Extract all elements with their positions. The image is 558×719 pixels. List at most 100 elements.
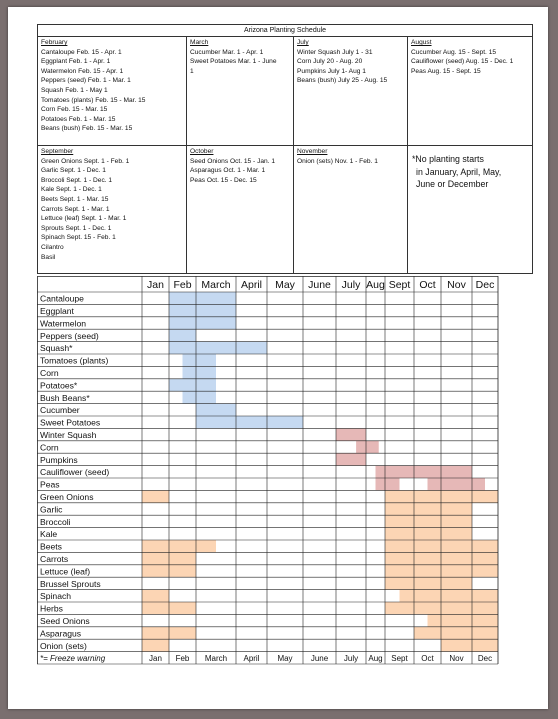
planting-entry: Sweet Potatoes Mar. 1 - June [190, 58, 277, 66]
planting-entry: Basil [41, 253, 56, 261]
planting-entry: Onion (sets) Nov. 1 - Feb. 1 [297, 157, 378, 165]
crop-label: Corn [40, 442, 59, 452]
month-footer: Jan [149, 654, 162, 663]
planting-window-bar [336, 453, 366, 466]
planting-entry: Kale Sept. 1 - Dec. 1 [41, 186, 102, 194]
planting-window-bar [169, 329, 196, 342]
planting-entry: 1 [190, 67, 194, 75]
month-heading: August [411, 39, 432, 46]
note-line: in January, April, May, [416, 166, 502, 177]
planting-entry: Beans (bush) Feb. 15 - Mar. 15 [41, 125, 133, 133]
crop-label: Pumpkins [40, 455, 78, 465]
planting-window-bar [142, 639, 169, 652]
planting-window-bar [196, 416, 303, 429]
planting-entry: Beans (bush) July 25 - Aug. 15 [297, 77, 388, 85]
planting-entry: Carrots Sept. 1 - Mar. 1 [41, 205, 110, 213]
month-header: June [308, 279, 331, 291]
planting-entry: Cauliflower (seed) Aug. 15 - Dec. 1 [411, 58, 514, 66]
crop-label: Lettuce (leaf) [40, 566, 90, 576]
planting-window-bar [427, 478, 485, 491]
crop-label: Peas [40, 480, 60, 490]
planting-entry: Broccoli Sept. 1 - Dec. 1 [41, 176, 113, 184]
crop-label: Beets [40, 542, 62, 552]
crop-label: Squash* [40, 343, 73, 353]
month-heading: February [41, 39, 68, 46]
planting-entry: Beets Sept. 1 - Mar. 15 [41, 195, 109, 203]
planting-entry: Spinach Sept. 15 - Feb. 1 [41, 234, 116, 242]
planting-entry: Seed Onions Oct. 15 - Jan. 1 [190, 157, 276, 165]
planting-window-bar [399, 589, 498, 602]
crop-label: Cauliflower (seed) [40, 467, 109, 477]
schedule-cell: July Winter Squash July 1 - 31 Corn July 2… [294, 37, 408, 145]
crop-label: Spinach [40, 591, 71, 601]
planting-window-bar [196, 403, 236, 416]
planting-entry: Peas Aug. 15 - Sept. 15 [411, 67, 481, 75]
planting-window-bar [142, 540, 216, 553]
crop-label: Kale [40, 529, 57, 539]
month-heading: July [297, 39, 309, 46]
month-footer: June [311, 654, 329, 663]
planting-entry: Tomatoes (plants) Feb. 15 - Mar. 15 [41, 96, 146, 104]
crop-label: Asparagus [40, 628, 81, 638]
planting-window-bar [182, 354, 216, 367]
planting-window-bar [182, 366, 216, 379]
planting-window-bar [414, 626, 498, 640]
page: Arizona Planting Schedule February Cantal… [8, 7, 548, 709]
planting-entry: Garlic Sept. 1 - Dec. 1 [41, 167, 106, 175]
crop-label: Seed Onions [40, 616, 90, 626]
month-footer: Sept [391, 654, 408, 663]
planting-entry: Pumpkins July 1- Aug 1 [297, 67, 366, 75]
planting-entry: Sprouts Sept. 1 - Dec. 1 [41, 224, 112, 232]
schedule-cell: *No planting starts in January, April, Ma… [408, 146, 532, 274]
crop-label: Eggplant [40, 306, 75, 316]
planting-entry: Corn July 20 - Aug. 20 [297, 58, 363, 66]
crop-label: Carrots [40, 554, 68, 564]
schedule-cell: October Seed Onions Oct. 15 - Jan. 1 Aspar… [187, 146, 294, 274]
planting-entry: Green Onions Sept. 1 - Feb. 1 [41, 157, 130, 165]
planting-window-bar [375, 465, 472, 478]
planting-entry: Potatoes Feb. 1 - Mar. 15 [41, 115, 116, 123]
planting-entry: Watermelon Feb. 15 - Apr. 1 [41, 67, 124, 75]
month-heading: March [190, 39, 209, 46]
planting-window-bar [385, 515, 472, 528]
planting-entry: Winter Squash July 1 - 31 [297, 48, 373, 56]
crop-label: Onion (sets) [40, 641, 87, 651]
planting-window-bar [356, 440, 379, 454]
planting-entry: Asparagus Oct. 1 - Mar. 1 [190, 167, 266, 175]
month-header: Dec [476, 279, 495, 291]
crop-label: Brussel Sprouts [40, 579, 101, 589]
crop-label: Cantaloupe [40, 294, 84, 304]
planting-window-bar [169, 292, 236, 305]
month-header: Nov [447, 279, 466, 291]
month-header: Oct [419, 279, 435, 291]
planting-window-bar [385, 602, 498, 615]
crop-label: Corn [40, 368, 59, 378]
note-line: June or December [416, 179, 489, 189]
planting-window-bar [182, 391, 216, 404]
schedule-row-1: February Cantaloupe Feb. 15 - Apr. 1 Eggpl… [38, 37, 532, 146]
planting-entry: Cantaloupe Feb. 15 - Apr. 1 [41, 48, 122, 56]
planting-window-bar [142, 589, 169, 602]
schedule-cell: March Cucumber Mar. 1 - Apr. 1 Sweet Potat… [187, 37, 294, 145]
schedule-cell: November Onion (sets) Nov. 1 - Feb. 1 [294, 146, 408, 274]
month-heading: September [41, 148, 74, 155]
crop-label: Winter Squash [40, 430, 97, 440]
planting-window-bar [385, 502, 472, 516]
crop-label: Sweet Potatoes [40, 418, 100, 428]
crop-label: Broccoli [40, 517, 71, 527]
planting-window-bar [375, 478, 400, 491]
planting-window-bar [385, 490, 498, 503]
month-footer: Aug [368, 654, 382, 663]
planting-entry: Cucumber Mar. 1 - Apr. 1 [190, 48, 264, 56]
crop-label: Tomatoes (plants) [40, 356, 108, 366]
crop-label: Bush Beans* [40, 393, 90, 403]
crop-label: Watermelon [40, 318, 86, 328]
schedule-cell: February Cantaloupe Feb. 15 - Apr. 1 Eggpl… [38, 37, 187, 145]
schedule-row-2: September Green Onions Sept. 1 - Feb. 1 Ga… [38, 146, 532, 274]
month-header: May [275, 279, 296, 291]
month-footer: Dec [478, 654, 492, 663]
month-header: April [241, 279, 262, 291]
month-header: Sept [389, 279, 411, 291]
crop-label: Potatoes* [40, 380, 78, 390]
month-footer: Nov [449, 654, 463, 663]
